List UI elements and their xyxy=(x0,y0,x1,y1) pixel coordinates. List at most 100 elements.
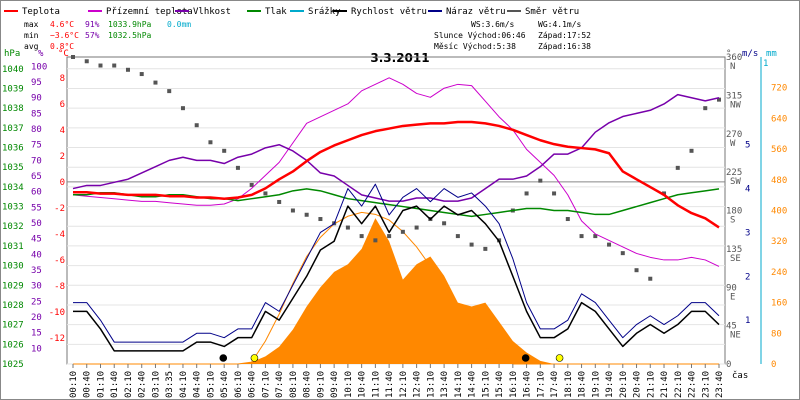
wind-direction-point xyxy=(277,199,282,204)
legend-label: Srážky xyxy=(308,7,341,17)
wind-direction-point xyxy=(593,234,598,239)
degc-tick-label: 2 xyxy=(60,152,65,162)
deg-tick-label: 270 xyxy=(726,130,742,140)
hpa-tick-label: 1039 xyxy=(2,84,24,94)
legend-label: Přízemní teplota xyxy=(106,7,193,17)
temperature-line xyxy=(73,120,720,229)
hpa-tick-label: 1035 xyxy=(2,163,24,173)
x-tick-label: 20:40 xyxy=(633,371,643,398)
ms-tick-label: 3 xyxy=(745,228,750,238)
astro-mesic-zapad: Západ:16:38 xyxy=(538,42,591,51)
wind-direction-point xyxy=(579,234,584,239)
wind-direction-point xyxy=(717,97,721,102)
wind-direction-point xyxy=(565,217,570,222)
w-tick-label: 80 xyxy=(771,329,782,339)
wind-direction-point xyxy=(290,208,295,213)
x-tick-label: 19:10 xyxy=(591,371,601,398)
hpa-tick-label: 1030 xyxy=(2,262,24,272)
astro-slunce: Slunce Východ:06:46 xyxy=(434,31,526,40)
deg-tick-label: 0 xyxy=(726,360,731,370)
stats-max-tlak: 1033.9hPa xyxy=(108,20,152,29)
x-tick-label: 17:10 xyxy=(536,371,546,398)
humidity-line xyxy=(72,93,720,202)
x-tick-label: 03:35 xyxy=(165,371,175,398)
legend: Teplota Přízemní teplota Vlhkost Tlak Srážky… xyxy=(4,7,579,17)
w-tick-label: 560 xyxy=(771,145,787,155)
x-tick-label: 11:10 xyxy=(371,371,381,398)
degc-tick-label: 0 xyxy=(60,178,65,188)
pct-tick-label: 75 xyxy=(31,141,42,151)
wind-direction-point xyxy=(703,106,708,111)
x-tick-label: 12:40 xyxy=(413,371,423,398)
astro-slunce-zapad: Západ:17:52 xyxy=(538,31,591,40)
stats-min-tlak: 1032.5hPa xyxy=(108,31,152,40)
hpa-tick-label: 1027 xyxy=(2,321,24,331)
w-tick-label: 240 xyxy=(771,268,787,278)
w-tick-label: 160 xyxy=(771,299,787,309)
axis-label-degc: °C xyxy=(58,49,69,59)
axis-label-ms: m/s xyxy=(742,49,758,59)
x-tick-label: 21:10 xyxy=(646,371,656,398)
wind-direction-point xyxy=(125,67,130,72)
wind-speed-line xyxy=(73,205,720,352)
deg-tick-label: 225 xyxy=(726,168,742,178)
x-tick-label: 06:10 xyxy=(234,371,244,398)
wind-direction-point xyxy=(524,191,529,196)
pct-tick-label: 50 xyxy=(31,219,42,229)
stats-avg-label: avg xyxy=(24,42,39,51)
deg-direction-label: S xyxy=(730,216,735,226)
x-tick-label: 09:10 xyxy=(316,371,326,398)
hpa-tick-label: 1032 xyxy=(2,222,24,232)
pct-tick-label: 65 xyxy=(31,172,42,182)
w-tick-label: 640 xyxy=(771,114,787,124)
stats-block: max 4.6°C 91% 1033.9hPa 0.0mm min −3.6°C… xyxy=(24,20,191,51)
legend-label: Teplota xyxy=(22,7,60,17)
deg-direction-label: N xyxy=(730,62,735,72)
pct-tick-label: 15 xyxy=(31,329,42,339)
stats-max-vlhkost: 91% xyxy=(85,20,100,29)
wind-direction-point xyxy=(442,221,447,226)
ground-temperature-line xyxy=(72,77,720,267)
wind-direction-point xyxy=(98,63,103,68)
astro-ws: WS:3.6m/s xyxy=(471,20,515,29)
pct-tick-label: 85 xyxy=(31,109,42,119)
pct-tick-label: 90 xyxy=(31,94,42,104)
wind-direction-point xyxy=(552,191,557,196)
x-tick-label: 21:40 xyxy=(660,371,670,398)
wind-direction-point xyxy=(648,276,653,281)
w-tick-label: 720 xyxy=(771,84,787,94)
pct-tick-label: 30 xyxy=(31,282,42,292)
x-tick-label: 15:40 xyxy=(495,371,505,398)
x-tick-label: 15:10 xyxy=(481,371,491,398)
deg-direction-label: SW xyxy=(730,177,741,187)
ms-tick-label: 5 xyxy=(745,141,750,151)
x-tick-label: 16:10 xyxy=(509,371,519,398)
sunrise-marker xyxy=(250,354,259,362)
degc-tick-label: -4 xyxy=(54,230,65,240)
radiation-area xyxy=(73,218,719,364)
deg-tick-label: 360 xyxy=(726,53,742,63)
x-tick-label: 18:40 xyxy=(578,371,588,398)
hpa-tick-label: 1028 xyxy=(2,301,24,311)
axis-label-mm: mm xyxy=(766,49,777,59)
wind-direction-point xyxy=(538,178,543,183)
hpa-tick-label: 1033 xyxy=(2,203,24,213)
x-tick-label: 17:40 xyxy=(550,371,560,398)
stats-max-label: max xyxy=(24,20,39,29)
wind-direction-point xyxy=(249,182,254,187)
x-tick-label: 22:10 xyxy=(674,371,684,398)
w-tick-label: 0 xyxy=(771,360,776,370)
wind-direction-point xyxy=(483,246,488,251)
deg-tick-label: 135 xyxy=(726,245,742,255)
x-tick-label: 10:40 xyxy=(358,371,368,398)
wind-direction-point xyxy=(455,234,460,239)
ms-tick-label: 2 xyxy=(745,272,750,282)
stats-min-teplota: −3.6°C xyxy=(50,31,79,40)
w-tick-label: 480 xyxy=(771,176,787,186)
hpa-tick-label: 1025 xyxy=(2,360,24,370)
axis-label-pct: % xyxy=(38,49,44,59)
x-tick-label: 05:40 xyxy=(220,371,230,398)
hpa-tick-label: 1026 xyxy=(2,340,24,350)
wind-direction-point xyxy=(153,80,158,85)
